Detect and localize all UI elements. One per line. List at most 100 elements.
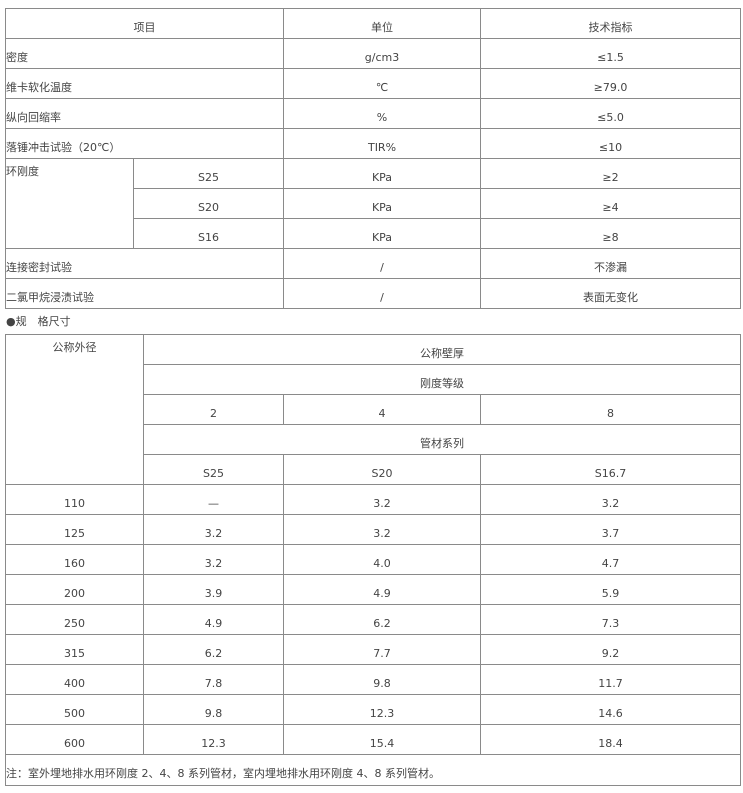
series-cell: S25 [143, 454, 284, 485]
table-cell: 18.4 [480, 724, 741, 755]
table-row: 315 6.2 7.7 9.2 [5, 634, 741, 665]
table-cell: 315 [5, 634, 144, 665]
table-row: S16 KPa ≥8 [6, 218, 741, 249]
table-cell: 9.8 [143, 694, 284, 725]
cell-unit: TIR% [283, 128, 481, 159]
table-row: 二氯甲烷浸渍试验 / 表面无变化 [5, 278, 741, 309]
table-row: 250 4.9 6.2 7.3 [5, 604, 741, 635]
table-header-row: 项目 单位 技术指标 [5, 8, 741, 39]
cell-unit: KPa [283, 188, 481, 219]
table-cell: 3.7 [480, 514, 741, 545]
table-row: 125 3.2 3.2 3.7 [5, 514, 741, 545]
table-cell: 160 [5, 544, 144, 575]
table-cell: 110 [5, 484, 144, 515]
cell-value: ≤10 [480, 128, 741, 159]
cell-unit: KPa [283, 218, 481, 249]
stiffness-cell: 2 [143, 394, 284, 425]
table-row: 环刚度 S25 KPa ≥2 [5, 158, 741, 249]
cell-unit: / [283, 278, 481, 309]
cell-item: 二氯甲烷浸渍试验 [5, 278, 284, 309]
section-title: ●规 格尺寸 [6, 315, 71, 328]
cell-sub: S25 [133, 158, 284, 189]
stiffness-cell: 8 [480, 394, 741, 425]
cell-sub: S16 [133, 218, 284, 249]
table-cell: 125 [5, 514, 144, 545]
table-cell: 4.0 [283, 544, 481, 575]
table-cell: 250 [5, 604, 144, 635]
cell-unit: ℃ [283, 68, 481, 99]
cell-value: ≥4 [480, 188, 741, 219]
table-row: 500 9.8 12.3 14.6 [5, 694, 741, 725]
cell-value: ≥79.0 [480, 68, 741, 99]
cell-item: 密度 [5, 38, 284, 69]
cell-unit: % [283, 98, 481, 129]
header-value: 技术指标 [480, 8, 741, 39]
cell-value: 表面无变化 [480, 278, 741, 309]
table-header-row: 公称外径 公称壁厚 [5, 334, 741, 485]
series-cell: S16.7 [480, 454, 741, 485]
table-row: S20 KPa ≥4 [6, 188, 741, 219]
cell-item: 落锤冲击试验（20℃） [5, 128, 284, 159]
table-row: 密度 g/cm3 ≤1.5 [5, 38, 741, 69]
note-row: 注：室外埋地排水用环刚度 2、4、8 系列管材，室内埋地排水用环刚度 4、8 系… [5, 754, 741, 786]
cell-unit: KPa [283, 158, 481, 189]
table-header-row: 管材系列 [6, 424, 741, 455]
diameter-header: 公称外径 [5, 334, 144, 485]
table-cell: 600 [5, 724, 144, 755]
ring-stiffness-label: 环刚度 [5, 158, 134, 249]
table-cell: 14.6 [480, 694, 741, 725]
table-cell: 3.2 [480, 484, 741, 515]
table-cell: 12.3 [283, 694, 481, 725]
table-cell: 7.7 [283, 634, 481, 665]
table-cell: 3.2 [143, 514, 284, 545]
cell-item: 连接密封试验 [5, 248, 284, 279]
table-cell: 6.2 [143, 634, 284, 665]
table-cell: 9.8 [283, 664, 481, 695]
table-header-row: S25 S20 S16.7 [6, 454, 741, 485]
table-row: 维卡软化温度 ℃ ≥79.0 [5, 68, 741, 99]
cell-value: ≥2 [480, 158, 741, 189]
cell-item: 维卡软化温度 [5, 68, 284, 99]
series-cell: S20 [283, 454, 481, 485]
table-row: 纵向回缩率% ≤5.0 [5, 98, 741, 129]
table-cell: 4.9 [143, 604, 284, 635]
table-row: 400 7.8 9.8 11.7 [5, 664, 741, 695]
table-cell: 9.2 [480, 634, 741, 665]
table-cell: 7.8 [143, 664, 284, 695]
stiffness-cell: 4 [283, 394, 481, 425]
table-cell: 3.2 [283, 484, 481, 515]
table-cell: 5.9 [480, 574, 741, 605]
table-row: 连接密封试验 / 不渗漏 [5, 248, 741, 279]
table-cell: 3.9 [143, 574, 284, 605]
header-item: 项目 [5, 8, 284, 39]
table-cell: 500 [5, 694, 144, 725]
table-cell: 4.7 [480, 544, 741, 575]
table-cell: 4.9 [283, 574, 481, 605]
table-header-row: 刚度等级 [6, 364, 741, 395]
table-cell: 12.3 [143, 724, 284, 755]
cell-unit: g/cm3 [283, 38, 481, 69]
table-cell: 200 [5, 574, 144, 605]
cell-unit: / [283, 248, 481, 279]
cell-sub: S20 [133, 188, 284, 219]
table-cell: 11.7 [480, 664, 741, 695]
thickness-header: 公称壁厚 [143, 334, 741, 365]
size-table: 公称外径 公称壁厚 刚度等级 2 4 8 管材系列 S25 S20 S16.7 … [5, 334, 741, 786]
table-row: 落锤冲击试验（20℃） TIR% ≤10 [5, 128, 741, 159]
table-row: 600 12.3 15.4 18.4 [5, 724, 741, 755]
cell-value: ≤5.0 [480, 98, 741, 129]
table-cell: 7.3 [480, 604, 741, 635]
table-header-row: 2 4 8 [6, 394, 741, 425]
cell-value: ≤1.5 [480, 38, 741, 69]
stiffness-header: 刚度等级 [143, 364, 741, 395]
cell-value: ≥8 [480, 218, 741, 249]
cell-value: 不渗漏 [480, 248, 741, 279]
table-cell: 3.2 [283, 514, 481, 545]
table-cell: 400 [5, 664, 144, 695]
table-cell: 15.4 [283, 724, 481, 755]
series-header: 管材系列 [143, 424, 741, 455]
cell-item: 纵向回缩率 [5, 98, 284, 129]
table-cell: 6.2 [283, 604, 481, 635]
note-text: 注：室外埋地排水用环刚度 2、4、8 系列管材，室内埋地排水用环刚度 4、8 系… [5, 754, 741, 786]
table-row: 200 3.9 4.9 5.9 [5, 574, 741, 605]
